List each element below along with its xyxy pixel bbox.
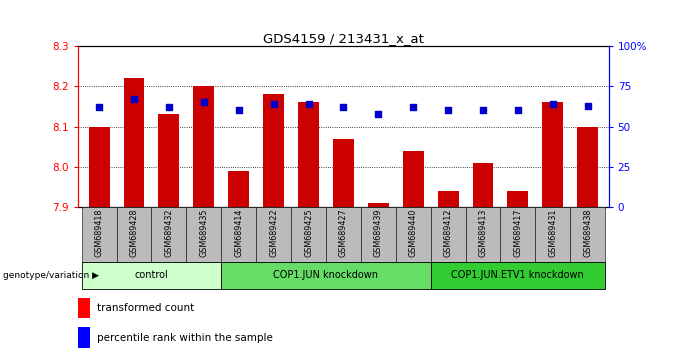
Bar <box>542 102 563 207</box>
Bar <box>298 102 319 207</box>
Bar <box>228 171 249 207</box>
Point <box>94 104 105 110</box>
Text: genotype/variation ▶: genotype/variation ▶ <box>3 271 99 280</box>
Bar <box>571 207 605 262</box>
Bar <box>430 207 466 262</box>
Bar <box>263 95 284 207</box>
Title: GDS4159 / 213431_x_at: GDS4159 / 213431_x_at <box>263 32 424 45</box>
Text: GSM689439: GSM689439 <box>374 209 383 257</box>
Bar <box>193 86 214 207</box>
Text: GSM689412: GSM689412 <box>443 209 453 257</box>
Text: GSM689431: GSM689431 <box>548 209 558 257</box>
Bar <box>221 207 256 262</box>
Point <box>582 103 593 108</box>
Text: COP1.JUN knockdown: COP1.JUN knockdown <box>273 270 379 280</box>
Bar <box>333 139 354 207</box>
Bar <box>368 203 389 207</box>
Bar <box>124 78 144 207</box>
Bar <box>500 207 535 262</box>
Text: GSM689435: GSM689435 <box>199 209 208 257</box>
Text: transformed count: transformed count <box>97 303 194 313</box>
Point <box>513 108 524 113</box>
Text: GSM689413: GSM689413 <box>479 209 488 257</box>
Bar <box>78 298 90 318</box>
Text: GSM689422: GSM689422 <box>269 209 278 257</box>
Bar <box>256 207 291 262</box>
Bar <box>403 151 424 207</box>
Point <box>408 104 419 110</box>
Point <box>129 96 139 102</box>
Text: GSM689432: GSM689432 <box>165 209 173 257</box>
Bar <box>326 207 361 262</box>
Point <box>477 108 488 113</box>
Point <box>199 99 209 105</box>
Bar <box>152 207 186 262</box>
Text: GSM689427: GSM689427 <box>339 209 348 257</box>
Bar <box>438 191 458 207</box>
Bar <box>82 207 116 262</box>
Point <box>163 104 174 110</box>
Bar <box>396 207 430 262</box>
Point <box>338 104 349 110</box>
Text: GSM689425: GSM689425 <box>304 209 313 257</box>
Bar <box>466 207 500 262</box>
Text: COP1.JUN.ETV1 knockdown: COP1.JUN.ETV1 knockdown <box>452 270 584 280</box>
Text: GSM689428: GSM689428 <box>129 209 139 257</box>
Bar <box>116 207 152 262</box>
Bar <box>535 207 571 262</box>
Point <box>233 108 244 113</box>
Bar <box>507 191 528 207</box>
Point <box>547 101 558 107</box>
Point <box>373 111 384 116</box>
Bar <box>82 262 221 289</box>
Text: GSM689418: GSM689418 <box>95 209 103 257</box>
Bar <box>577 127 598 207</box>
Bar <box>88 127 109 207</box>
Bar <box>430 262 605 289</box>
Text: percentile rank within the sample: percentile rank within the sample <box>97 333 273 343</box>
Text: GSM689438: GSM689438 <box>583 209 592 257</box>
Bar <box>221 262 430 289</box>
Bar <box>158 114 180 207</box>
Point <box>268 101 279 107</box>
Bar <box>78 327 90 348</box>
Bar <box>473 163 494 207</box>
Text: GSM689414: GSM689414 <box>234 209 243 257</box>
Point <box>443 108 454 113</box>
Text: control: control <box>135 270 169 280</box>
Text: GSM689440: GSM689440 <box>409 209 418 257</box>
Bar <box>361 207 396 262</box>
Text: GSM689417: GSM689417 <box>513 209 522 257</box>
Bar <box>186 207 221 262</box>
Bar <box>291 207 326 262</box>
Point <box>303 101 314 107</box>
